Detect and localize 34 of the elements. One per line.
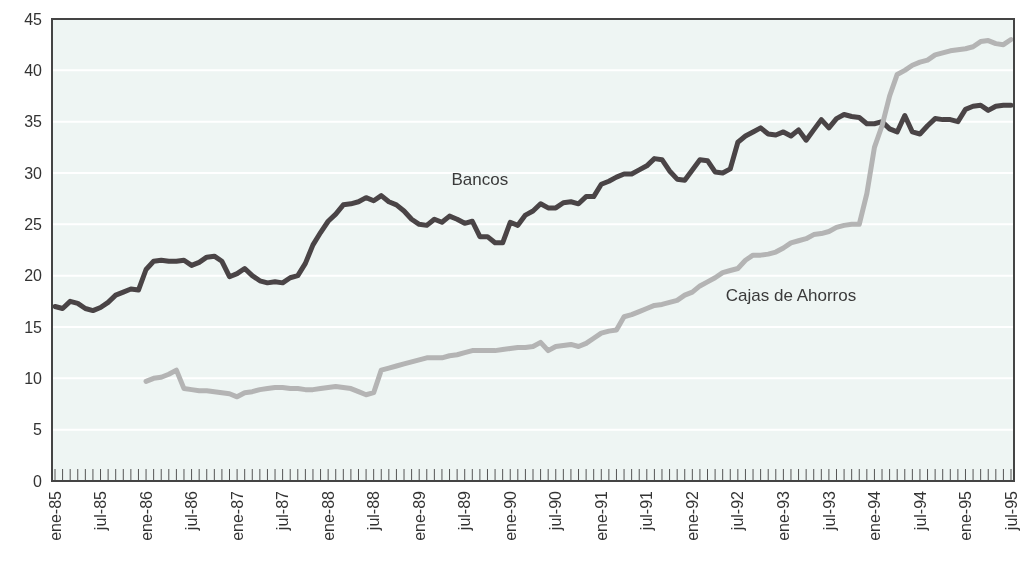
- x-tick-label: ene-93: [774, 490, 792, 541]
- y-tick-label: 0: [33, 472, 43, 490]
- x-tick-label: ene-89: [410, 490, 428, 541]
- x-tick-label: jul-87: [274, 490, 292, 532]
- x-tick-label: jul-90: [547, 490, 565, 532]
- y-tick-label: 30: [24, 164, 43, 182]
- x-tick-label: ene-95: [957, 490, 975, 541]
- y-tick-label: 20: [24, 267, 43, 285]
- x-tick-label: jul-91: [638, 490, 656, 532]
- x-tick-label: ene-87: [228, 490, 246, 541]
- x-tick-label: jul-94: [911, 490, 929, 532]
- y-tick-label: 15: [24, 318, 43, 336]
- y-tick-label: 40: [24, 61, 43, 79]
- series-label: Bancos: [451, 169, 509, 189]
- x-tick-label: ene-85: [46, 490, 64, 541]
- x-tick-label: jul-85: [92, 490, 110, 532]
- x-tick-label: ene-88: [319, 490, 337, 541]
- y-tick-label: 35: [24, 113, 43, 131]
- x-tick-label: jul-95: [1002, 490, 1020, 532]
- x-tick-label: ene-94: [866, 490, 884, 541]
- y-tick-label: 5: [33, 421, 43, 439]
- x-tick-label: jul-88: [365, 490, 383, 532]
- x-tick-label: jul-89: [456, 490, 474, 532]
- x-tick-label: jul-86: [183, 490, 201, 532]
- series-label: Cajas de Ahorros: [725, 285, 857, 305]
- y-tick-label: 10: [24, 369, 43, 387]
- x-tick-label: jul-92: [729, 490, 747, 532]
- x-tick-label: ene-90: [501, 490, 519, 541]
- y-tick-label: 25: [24, 215, 43, 233]
- x-tick-label: ene-86: [137, 490, 155, 541]
- x-tick-label: ene-92: [683, 490, 701, 541]
- y-tick-label: 45: [24, 10, 43, 28]
- x-tick-label: jul-93: [820, 490, 838, 532]
- x-tick-label: ene-91: [592, 490, 610, 541]
